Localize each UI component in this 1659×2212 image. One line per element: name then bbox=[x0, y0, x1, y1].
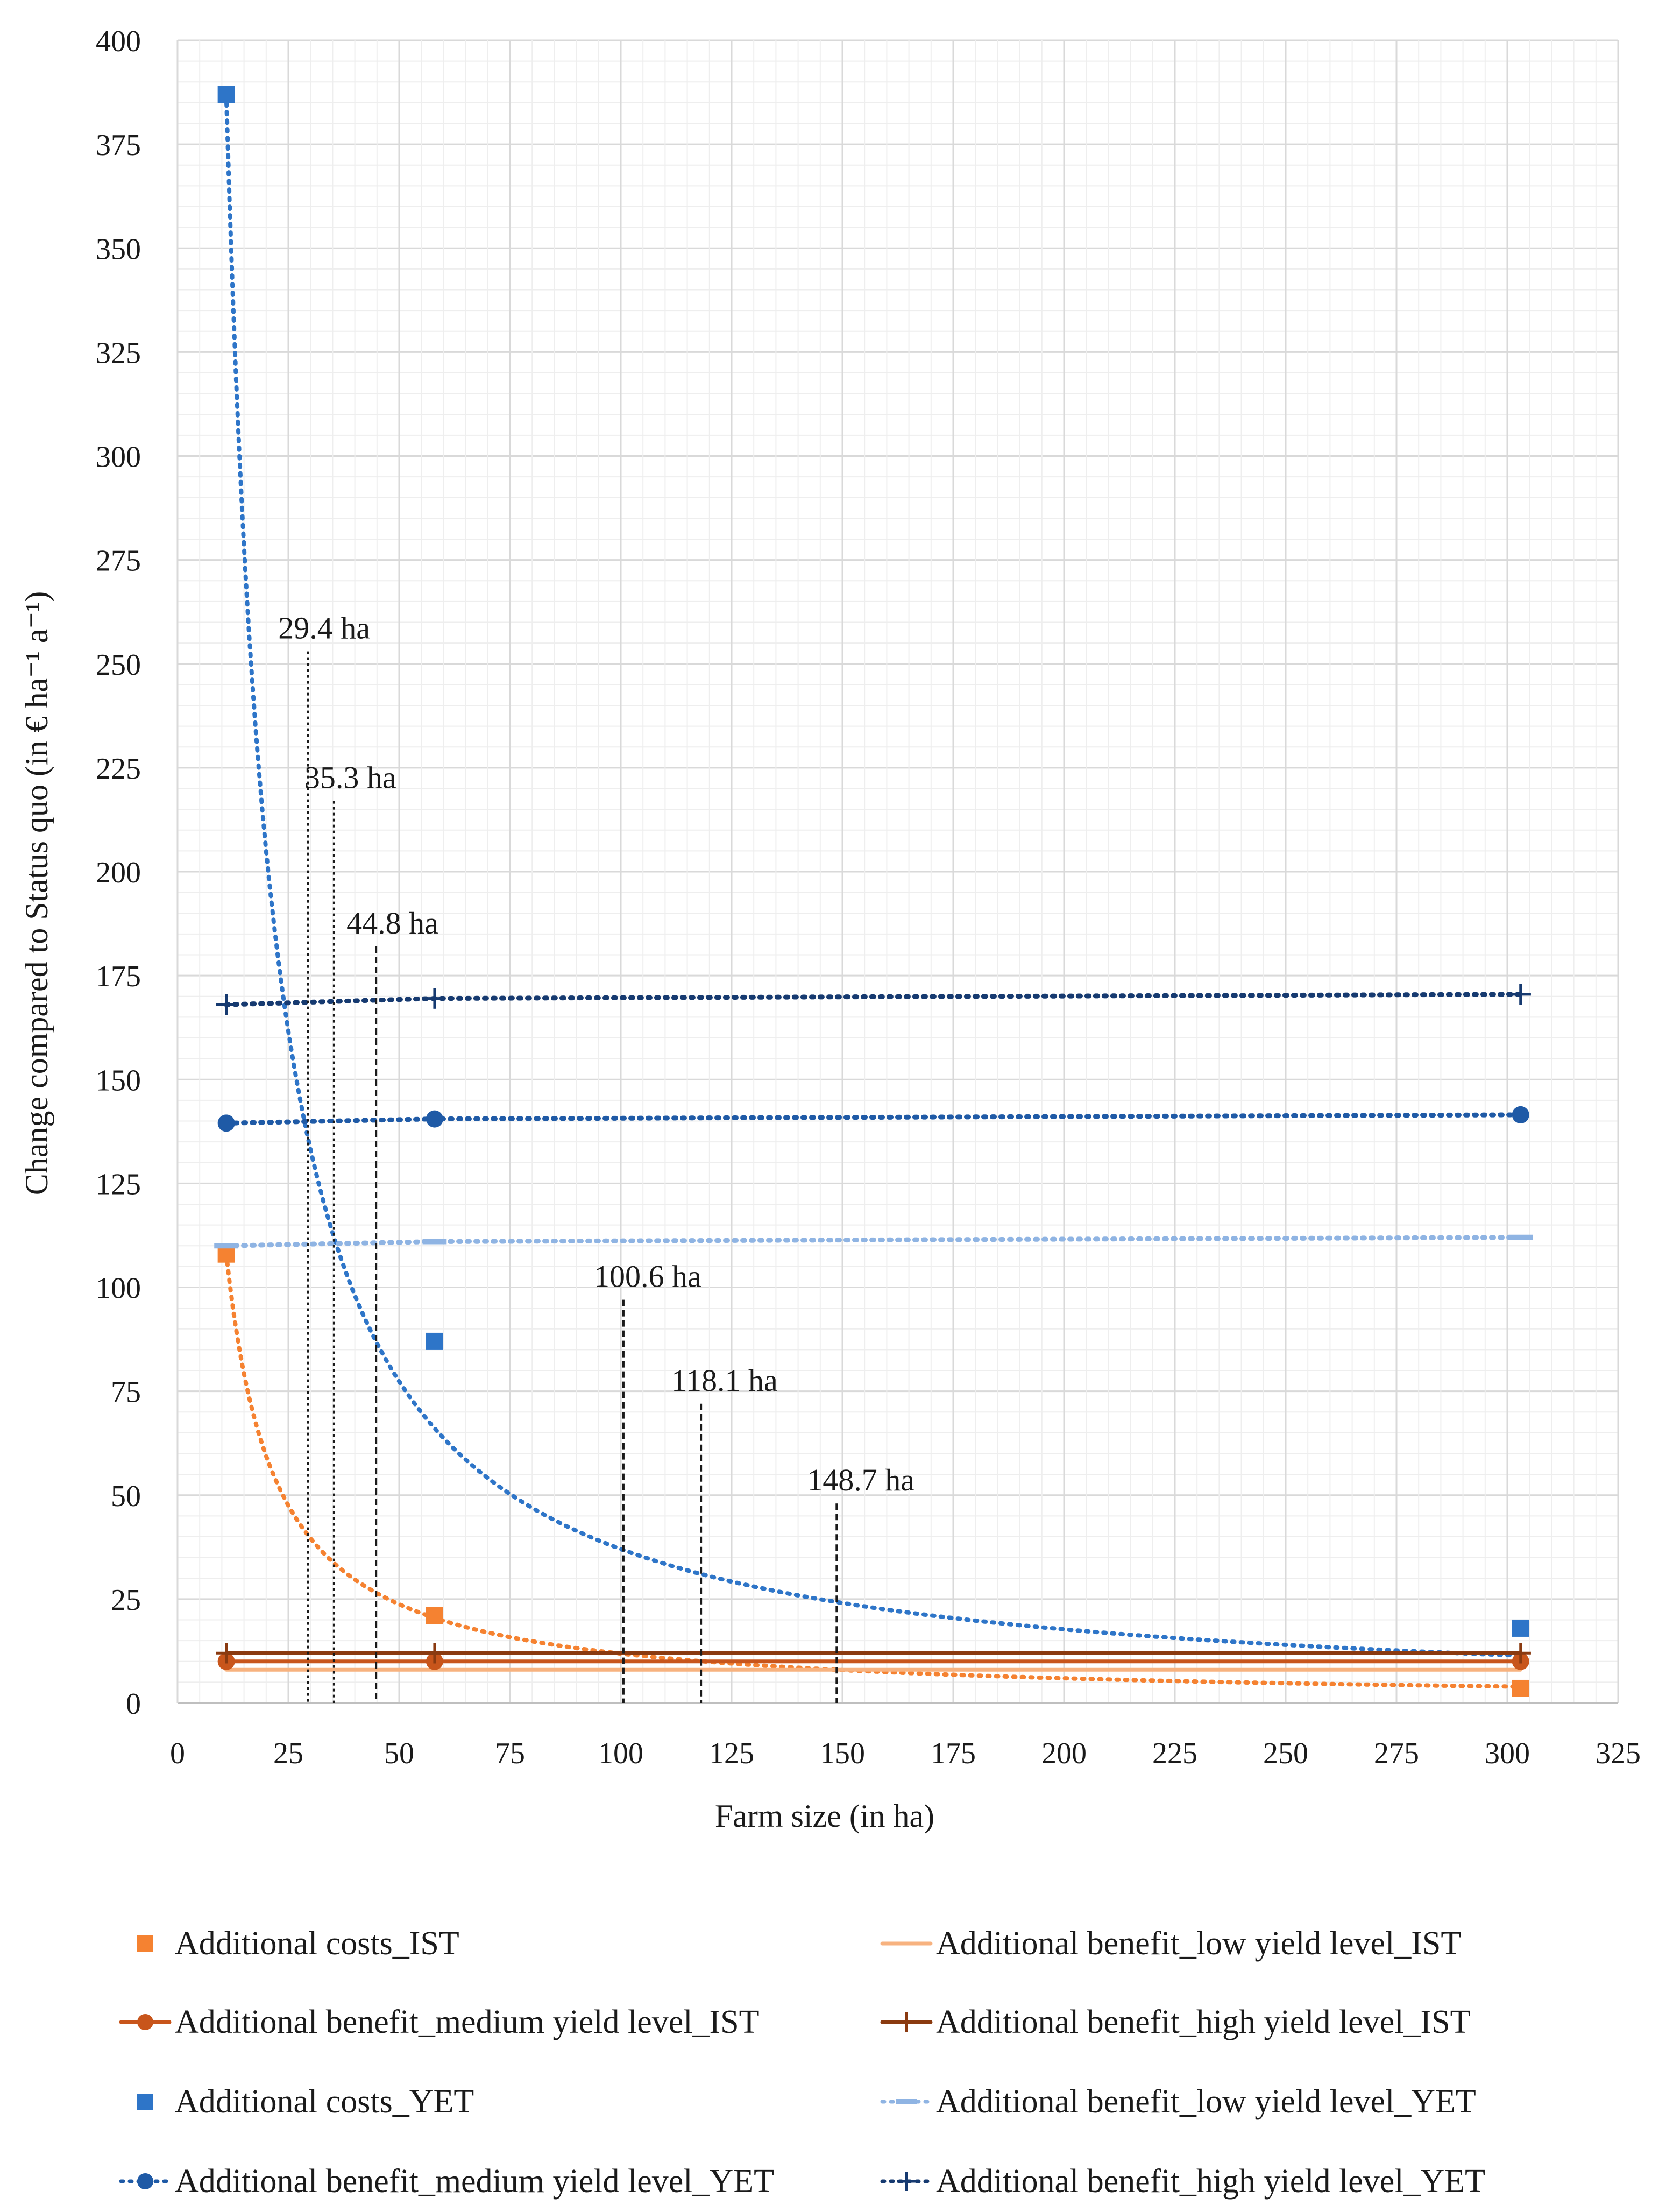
legend-marker bbox=[137, 2014, 153, 2030]
legend-item-6: Additional benefit_medium yield level_YE… bbox=[119, 2163, 774, 2200]
y-tick-label: 25 bbox=[111, 1584, 141, 1617]
y-axis-title: Change compared to Status quo (in € ha⁻¹… bbox=[19, 591, 54, 1195]
trend-line-series-4 bbox=[224, 93, 1523, 1658]
legend-label: Additional benefit_low yield level_YET bbox=[936, 2083, 1476, 2120]
legend-label: Additional benefit_high yield level_YET bbox=[936, 2163, 1485, 2200]
data-point bbox=[1510, 984, 1531, 1005]
legend-item-5: Additional benefit_low yield level_YET bbox=[880, 2083, 1476, 2120]
y-tick-label: 125 bbox=[96, 1168, 141, 1201]
x-tick-label: 300 bbox=[1485, 1737, 1530, 1770]
tick-labels: 0 25 50 75 100 125 150 175 200 225 250 275 300 325 0 25… bbox=[96, 25, 1641, 1770]
legend-item-3: Additional benefit_high yield level_IST bbox=[880, 2004, 1471, 2040]
y-tick-label: 300 bbox=[96, 441, 141, 474]
legend-marker bbox=[897, 2172, 916, 2191]
x-tick-label: 275 bbox=[1374, 1737, 1419, 1770]
y-tick-label: 400 bbox=[96, 25, 141, 58]
legend-label: Additional costs_IST bbox=[175, 1925, 459, 1962]
legend: Additional costs_IST Additional benefit_l… bbox=[119, 1925, 1485, 2200]
legend-label: Additional benefit_low yield level_IST bbox=[936, 1925, 1461, 1962]
y-tick-label: 225 bbox=[96, 752, 141, 786]
data-point bbox=[216, 994, 237, 1015]
x-tick-label: 200 bbox=[1041, 1737, 1087, 1770]
y-tick-label: 325 bbox=[96, 336, 141, 370]
data-point bbox=[426, 1332, 443, 1350]
y-tick-label: 375 bbox=[96, 129, 141, 162]
breakeven-label-3: 100.6 ha bbox=[594, 1259, 701, 1294]
breakeven-label-4: 118.1 ha bbox=[671, 1363, 778, 1398]
data-point bbox=[426, 1110, 443, 1128]
y-tick-label: 100 bbox=[96, 1272, 141, 1305]
breakeven-label-2: 44.8 ha bbox=[346, 906, 438, 941]
series-4 bbox=[217, 86, 1529, 1637]
axes bbox=[176, 40, 1618, 1704]
y-tick-label: 175 bbox=[96, 960, 141, 993]
series-5 bbox=[214, 1234, 1533, 1249]
x-tick-label: 150 bbox=[820, 1737, 865, 1770]
x-tick-label: 75 bbox=[495, 1737, 525, 1770]
legend-marker bbox=[137, 2094, 153, 2110]
y-tick-label: 200 bbox=[96, 856, 141, 889]
y-tick-label: 350 bbox=[96, 232, 141, 266]
legend-marker bbox=[137, 1935, 153, 1952]
legend-item-1: Additional benefit_low yield level_IST bbox=[880, 1925, 1461, 1962]
grid bbox=[176, 39, 1619, 1704]
data-point bbox=[1510, 1643, 1531, 1664]
x-tick-label: 0 bbox=[170, 1737, 185, 1770]
legend-label: Additional benefit_high yield level_IST bbox=[936, 2004, 1471, 2040]
x-tick-label: 175 bbox=[931, 1737, 976, 1770]
x-axis-title: Farm size (in ha) bbox=[715, 1798, 934, 1834]
y-tick-label: 50 bbox=[111, 1480, 141, 1513]
legend-item-2: Additional benefit_medium yield level_IS… bbox=[119, 2004, 759, 2040]
legend-item-7: Additional benefit_high yield level_YET bbox=[880, 2163, 1485, 2200]
breakeven-label-1: 35.3 ha bbox=[304, 760, 396, 795]
data-point bbox=[426, 1607, 443, 1624]
x-tick-label: 50 bbox=[384, 1737, 414, 1770]
series-layer bbox=[214, 86, 1533, 1697]
legend-marker bbox=[897, 2012, 916, 2032]
y-tick-label: 250 bbox=[96, 648, 141, 682]
x-tick-label: 325 bbox=[1596, 1737, 1641, 1770]
x-tick-label: 25 bbox=[273, 1737, 303, 1770]
series-7 bbox=[216, 984, 1531, 1015]
data-point bbox=[1512, 1619, 1529, 1637]
breakeven-label-5: 148.7 ha bbox=[807, 1462, 914, 1497]
x-tick-label: 100 bbox=[598, 1737, 643, 1770]
y-tick-label: 275 bbox=[96, 545, 141, 578]
data-point bbox=[1512, 1679, 1529, 1697]
series-6 bbox=[217, 1106, 1529, 1132]
data-point bbox=[216, 1643, 237, 1664]
y-tick-label: 75 bbox=[111, 1376, 141, 1409]
series-3 bbox=[216, 1643, 1531, 1664]
y-tick-label: 150 bbox=[96, 1064, 141, 1097]
legend-item-0: Additional costs_IST bbox=[137, 1925, 459, 1962]
data-point bbox=[217, 1114, 235, 1132]
y-tick-label: 0 bbox=[126, 1687, 141, 1721]
annotations: 29.4 ha 35.3 ha 44.8 ha 100.6 ha 118.1 ha 148… bbox=[278, 611, 914, 1703]
x-tick-label: 225 bbox=[1152, 1737, 1197, 1770]
legend-label: Additional benefit_medium yield level_IS… bbox=[175, 2004, 759, 2040]
data-point bbox=[1512, 1106, 1529, 1123]
legend-label: Additional costs_YET bbox=[175, 2083, 474, 2120]
data-point bbox=[424, 988, 445, 1009]
legend-label: Additional benefit_medium yield level_YE… bbox=[175, 2163, 774, 2200]
data-point bbox=[424, 1643, 445, 1664]
x-tick-label: 125 bbox=[709, 1737, 754, 1770]
breakeven-label-0: 29.4 ha bbox=[278, 611, 370, 646]
data-point bbox=[217, 86, 235, 103]
x-tick-label: 250 bbox=[1263, 1737, 1308, 1770]
legend-marker bbox=[137, 2173, 153, 2189]
legend-item-4: Additional costs_YET bbox=[137, 2083, 474, 2120]
